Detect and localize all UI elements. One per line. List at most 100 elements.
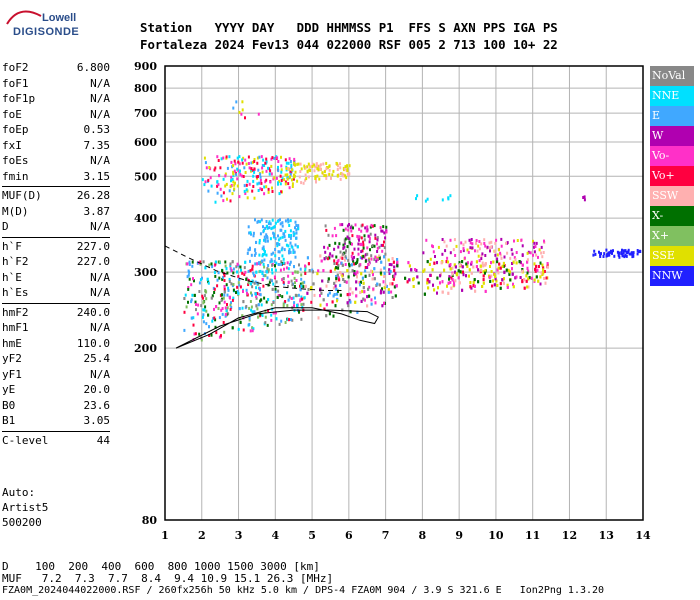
param-value: N/A (90, 270, 110, 284)
echo-point (245, 305, 248, 308)
echo-point (339, 162, 341, 166)
echo-point (617, 253, 620, 257)
echo-point (235, 291, 237, 294)
echo-point (358, 281, 361, 285)
echo-point (450, 276, 453, 280)
echo-point (240, 112, 243, 116)
echo-point (490, 245, 493, 249)
echo-point (343, 280, 346, 283)
echo-point (262, 284, 265, 288)
echo-point (275, 176, 278, 180)
echo-point (248, 306, 251, 310)
echo-point (231, 177, 234, 181)
echo-point (228, 155, 231, 159)
echo-point (479, 264, 482, 268)
echo-point (489, 249, 491, 253)
echo-point (256, 292, 259, 295)
echo-point (262, 225, 264, 229)
echo-point (319, 167, 322, 171)
echo-point (214, 262, 217, 266)
echo-point (213, 291, 216, 294)
echo-point (502, 261, 505, 265)
echo-point (263, 238, 265, 242)
echo-point (251, 264, 254, 268)
echo-point (233, 183, 236, 187)
echo-point (474, 249, 476, 253)
echo-point (593, 249, 596, 253)
echo-point (288, 262, 291, 266)
echo-point (293, 304, 295, 308)
echo-point (228, 277, 231, 281)
echo-point (334, 241, 337, 245)
echo-point (283, 248, 286, 252)
echo-point (387, 288, 390, 292)
echo-point (512, 285, 515, 289)
muf-row: MUF 7.2 7.3 7.7 8.4 9.4 10.9 15.1 26.3 [… (2, 572, 334, 585)
echo-point (324, 224, 327, 228)
echo-point (278, 192, 281, 196)
echo-point (262, 158, 265, 162)
echo-point (381, 304, 384, 308)
echo-point (332, 314, 335, 318)
echo-point (192, 277, 194, 281)
echo-point (288, 186, 291, 190)
echo-point (351, 257, 354, 261)
echo-point (210, 184, 213, 188)
echo-point (382, 280, 385, 284)
echo-point (347, 275, 350, 279)
echo-point (261, 247, 264, 251)
echo-point (353, 273, 355, 277)
echo-point (309, 165, 312, 169)
echo-point (299, 284, 301, 288)
echo-point (226, 293, 229, 297)
param-value: 227.0 (76, 255, 110, 268)
echo-point (191, 260, 194, 264)
echo-point (382, 243, 385, 247)
echo-point (453, 263, 456, 267)
echo-point (269, 222, 272, 226)
echo-point (321, 171, 324, 175)
param-row: yF2 25.4 (2, 351, 110, 367)
echo-point (237, 281, 240, 285)
echo-point (375, 259, 378, 263)
echo-point (237, 291, 240, 295)
echo-point (221, 307, 224, 310)
echo-point (279, 182, 282, 186)
echo-point (270, 227, 273, 231)
echo-point (245, 183, 248, 187)
echo-point (281, 224, 284, 228)
param-row: hmF2 240.0 (2, 305, 110, 321)
echo-point (271, 263, 274, 267)
echo-point (257, 315, 260, 319)
echo-point (286, 304, 289, 308)
echo-point (231, 192, 234, 196)
echo-point (267, 187, 270, 191)
echo-point (541, 263, 544, 267)
echo-point (406, 280, 409, 284)
echo-point (248, 322, 251, 326)
echo-point (514, 258, 517, 261)
echo-point (308, 269, 311, 273)
echo-point (250, 161, 253, 165)
echo-point (427, 286, 430, 290)
echo-point (252, 174, 255, 178)
echo-point (533, 241, 536, 245)
echo-point (532, 239, 534, 243)
echo-point (422, 269, 425, 273)
echo-point (490, 274, 493, 278)
echo-point (362, 281, 365, 285)
echo-point (337, 263, 340, 267)
echo-point (275, 317, 278, 321)
echo-point (198, 281, 201, 285)
echo-point (233, 159, 236, 163)
x-tick-label: 13 (599, 529, 614, 542)
echo-point (339, 256, 342, 260)
echo-point (455, 272, 458, 276)
param-row: h`F2 227.0 (2, 254, 110, 270)
echo-point (266, 276, 269, 280)
echo-point (289, 250, 292, 254)
echo-point (437, 245, 440, 249)
echo-point (335, 287, 338, 291)
echo-point (287, 284, 289, 288)
echo-point (534, 269, 537, 273)
